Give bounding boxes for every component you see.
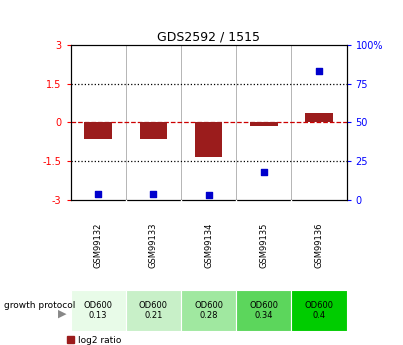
Bar <box>195 122 222 157</box>
Text: growth protocol: growth protocol <box>4 301 75 310</box>
Point <box>95 191 102 197</box>
Text: OD600
0.34: OD600 0.34 <box>249 301 278 320</box>
Point <box>316 69 322 74</box>
Text: GSM99133: GSM99133 <box>149 222 158 268</box>
Bar <box>236 290 291 331</box>
Bar <box>84 122 112 139</box>
Title: GDS2592 / 1515: GDS2592 / 1515 <box>157 31 260 44</box>
Bar <box>181 290 236 331</box>
Text: GSM99135: GSM99135 <box>259 222 268 268</box>
Bar <box>291 290 347 331</box>
Legend: log2 ratio, percentile rank within the sample: log2 ratio, percentile rank within the s… <box>67 336 231 345</box>
Bar <box>250 122 278 126</box>
Text: OD600
0.13: OD600 0.13 <box>84 301 112 320</box>
Text: OD600
0.21: OD600 0.21 <box>139 301 168 320</box>
Bar <box>305 114 333 122</box>
Text: OD600
0.4: OD600 0.4 <box>305 301 333 320</box>
Text: OD600
0.28: OD600 0.28 <box>194 301 223 320</box>
Bar <box>126 290 181 331</box>
Text: GSM99132: GSM99132 <box>93 222 103 268</box>
Text: GSM99136: GSM99136 <box>314 222 324 268</box>
Point <box>206 193 212 198</box>
Bar <box>71 290 126 331</box>
Text: ▶: ▶ <box>58 309 67 319</box>
Point <box>261 169 267 175</box>
Text: GSM99134: GSM99134 <box>204 222 213 268</box>
Point <box>150 191 156 197</box>
Bar <box>139 122 167 139</box>
